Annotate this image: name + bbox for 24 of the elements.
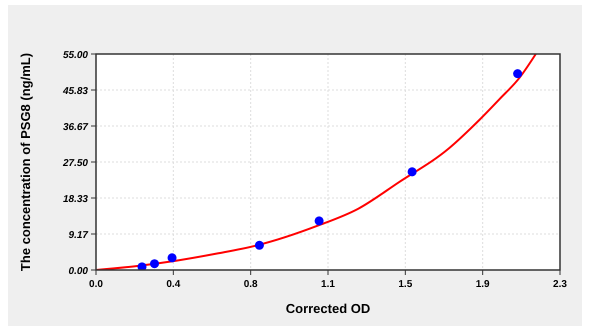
line-series [96,53,537,270]
point [513,69,522,78]
point [314,216,324,226]
y-tick-label: 36.67 [62,122,88,133]
y-tick-label: 0.00 [68,266,88,277]
x-tick-label: 1.9 [476,279,490,290]
point [137,262,147,270]
x-tick-label: 0.8 [244,279,258,290]
y-axis-title: The concentration of PSG8 (ng/mL) [18,52,33,272]
y-tick-label: 18.33 [62,194,88,206]
x-axis-title: Corrected OD [286,301,370,316]
y-tick-label: 27.50 [62,158,88,169]
x-tick-label: 2.3 [553,279,568,290]
point [254,240,264,250]
point [168,253,177,262]
point [408,167,417,176]
y-tick-label: 45.83 [62,86,88,98]
x-tick-label: 0.0 [89,279,104,290]
x-tick-label: 1.1 [321,279,336,290]
y-tick-label: 9.17 [68,230,88,241]
point [150,259,160,268]
x-tick-label: 0.4 [166,279,181,290]
y-tick-label: 55.00 [62,50,88,61]
x-tick-label: 1.5 [398,279,413,290]
